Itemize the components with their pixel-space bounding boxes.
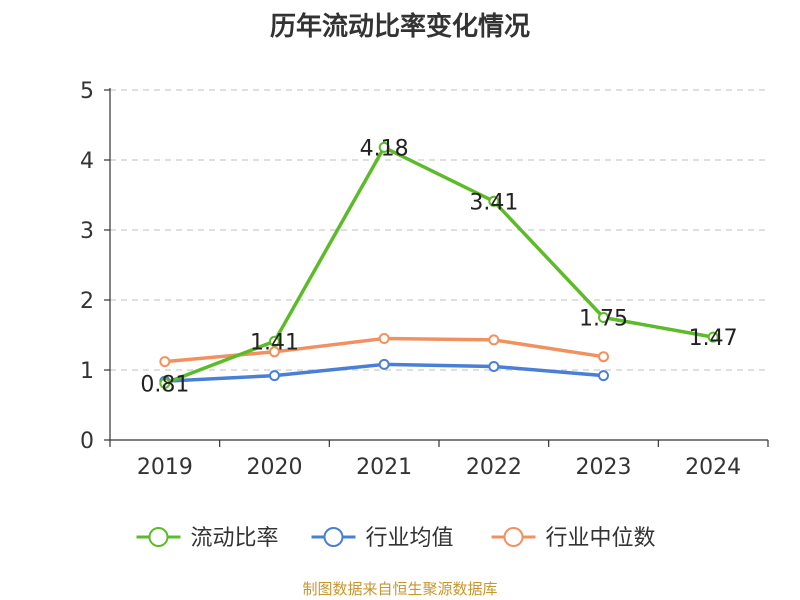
y-tick-label: 5 <box>80 79 94 104</box>
data-point <box>378 333 390 344</box>
data-label: 4.18 <box>360 136 409 161</box>
x-tick-label: 2020 <box>247 455 303 480</box>
y-tick-label: 3 <box>80 219 94 244</box>
series-line-0 <box>164 145 714 385</box>
legend-item-1[interactable]: 行业均值 <box>311 526 454 551</box>
data-point <box>159 377 171 389</box>
x-tick-label: 2021 <box>356 455 412 480</box>
legend-label: 流动比率 <box>191 526 279 551</box>
data-point <box>378 358 390 370</box>
series-lines <box>159 141 719 389</box>
data-point <box>598 312 609 323</box>
legend[interactable]: 流动比率 行业均值 行业中位数 <box>136 526 656 551</box>
data-point <box>598 351 609 363</box>
data-label: 1.75 <box>579 307 628 332</box>
data-point <box>378 141 390 153</box>
data-point <box>598 370 609 382</box>
x-tick-label: 2022 <box>466 455 522 480</box>
data-point <box>159 356 171 368</box>
x-tick-label: 2024 <box>685 455 741 480</box>
legend-item-0[interactable]: 流动比率 <box>136 526 279 551</box>
data-point <box>269 370 280 382</box>
y-tick-label: 1 <box>80 359 94 384</box>
legend-marker <box>323 527 344 547</box>
y-tick-label: 4 <box>80 149 94 174</box>
data-point <box>488 195 500 207</box>
y-tick-label: 0 <box>80 429 94 454</box>
data-labels: 0.81 1.41 4.18 3.41 1.75 1.47 <box>140 136 737 397</box>
data-point <box>488 361 500 372</box>
data-label: 1.47 <box>689 326 738 351</box>
x-tick-label: 2019 <box>137 455 193 480</box>
chart-title: 历年流动比率变化情况 <box>269 12 530 42</box>
x-tick-label: 2023 <box>576 455 632 480</box>
data-point <box>269 346 280 358</box>
legend-marker <box>503 527 524 547</box>
source-note: 制图数据来自恒生聚源数据库 <box>302 580 498 598</box>
data-label: 0.81 <box>140 372 189 397</box>
legend-label: 行业均值 <box>366 526 454 551</box>
data-label: 3.41 <box>469 190 518 215</box>
data-point <box>488 334 500 346</box>
legend-label: 行业中位数 <box>546 526 656 551</box>
y-tick-label: 2 <box>80 289 94 314</box>
legend-marker <box>148 527 169 547</box>
axes: 0 1 2 3 4 5 2019 2020 2021 2022 2023 2024 <box>80 79 769 480</box>
data-point <box>269 335 280 347</box>
data-label: 1.41 <box>250 330 299 355</box>
data-point <box>707 331 719 343</box>
legend-item-2[interactable]: 行业中位数 <box>491 526 656 551</box>
